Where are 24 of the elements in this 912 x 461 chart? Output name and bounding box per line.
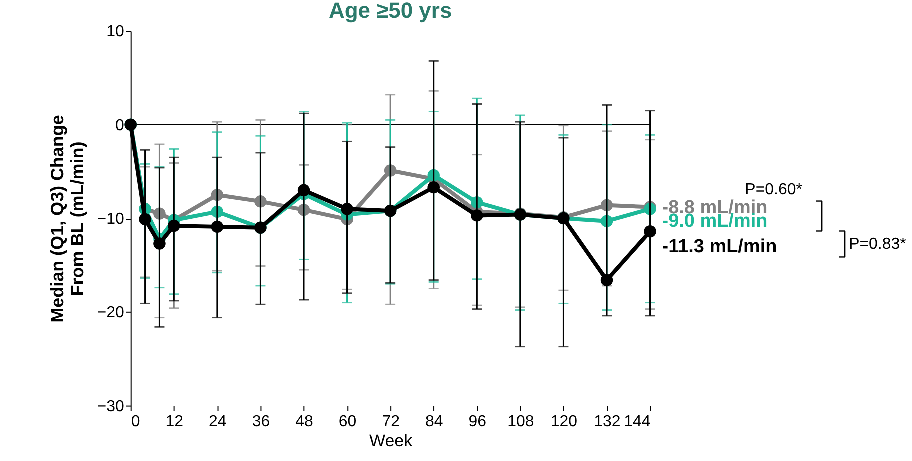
x-tick-label: 132	[594, 413, 621, 430]
x-tick-label: 60	[338, 413, 357, 430]
x-tick-label: 144	[624, 413, 651, 430]
x-tick-label: 24	[209, 413, 227, 430]
x-tick-label: 72	[382, 413, 400, 430]
text: P=0.83*	[849, 236, 906, 254]
x-tick-label: 108	[508, 413, 534, 430]
y-axis-title: Median (Q1, Q3) Change From BL (mL/min)	[47, 115, 88, 323]
x-axis-title: Week	[370, 431, 414, 450]
x-tick-label: 84	[425, 413, 444, 430]
y-tick-label: 10	[106, 24, 124, 41]
chart-title: Age ≥50 yrs	[328, 0, 452, 24]
x-tick-label: 96	[468, 413, 487, 430]
x-tick-label: 12	[166, 413, 184, 430]
series-label: -11.3 mL/min	[662, 236, 778, 258]
x-tick-label: 0	[131, 413, 140, 430]
y-tick-label: −20	[97, 304, 124, 322]
y-tick-label: −10	[97, 211, 124, 228]
text: P=0.60*	[745, 181, 802, 198]
y-tick-label: 0	[115, 117, 124, 134]
x-tick-label: 36	[252, 413, 270, 430]
x-tick-label: 48	[296, 413, 314, 430]
x-tick-label: 120	[550, 413, 578, 430]
y-tick-label: −30	[97, 398, 124, 416]
